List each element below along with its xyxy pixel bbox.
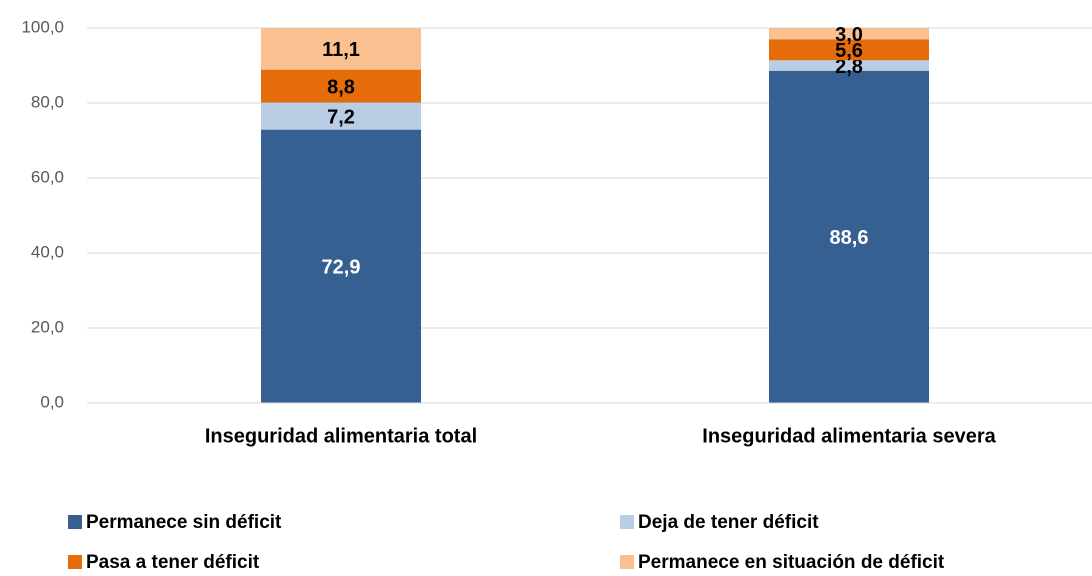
bar-segment xyxy=(769,70,929,403)
bar-segment xyxy=(261,69,421,103)
data-label: 2,8 xyxy=(835,56,863,78)
y-tick-label: 100,0 xyxy=(21,17,64,36)
legend-label: Permanece en situación de déficit xyxy=(638,552,945,573)
y-tick-label: 40,0 xyxy=(31,242,64,261)
legend-swatch xyxy=(620,555,634,569)
legend-label: Permanece sin déficit xyxy=(86,512,282,533)
data-label: 88,6 xyxy=(830,227,869,249)
bar-segment xyxy=(769,28,929,40)
y-tick-label: 80,0 xyxy=(31,92,64,111)
bar-segment xyxy=(261,102,421,130)
data-label: 3,0 xyxy=(835,24,863,46)
data-label: 11,1 xyxy=(322,39,360,61)
x-tick-label: Inseguridad alimentaria severa xyxy=(702,425,996,447)
y-tick-label: 60,0 xyxy=(31,167,64,186)
data-label: 8,8 xyxy=(327,76,355,98)
data-label: 7,2 xyxy=(327,106,355,128)
data-label: 72,9 xyxy=(322,257,361,279)
x-tick-label: Inseguridad alimentaria total xyxy=(205,425,477,447)
data-label: 5,6 xyxy=(835,40,863,62)
legend-label: Pasa a tener déficit xyxy=(86,552,260,573)
y-tick-label: 0,0 xyxy=(40,392,64,411)
legend-swatch xyxy=(68,555,82,569)
legend-swatch xyxy=(620,515,634,529)
bar-segment xyxy=(261,28,421,70)
bar-segment xyxy=(769,60,929,71)
y-tick-label: 20,0 xyxy=(31,317,64,336)
legend-label: Deja de tener déficit xyxy=(638,512,819,533)
bar-segment xyxy=(769,39,929,61)
legend-swatch xyxy=(68,515,82,529)
bar-segment xyxy=(261,129,421,403)
